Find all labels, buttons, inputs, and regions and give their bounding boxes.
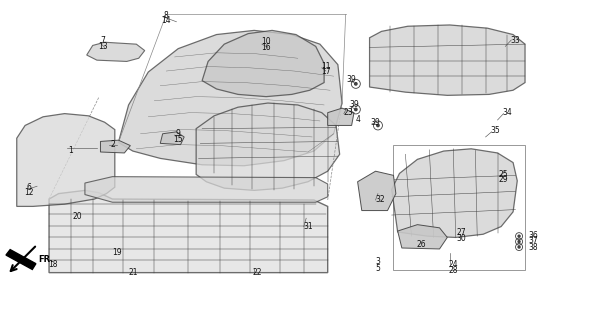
- Polygon shape: [328, 108, 354, 125]
- Circle shape: [355, 108, 357, 111]
- Polygon shape: [6, 250, 36, 269]
- Text: 13: 13: [98, 42, 108, 51]
- Polygon shape: [202, 30, 324, 97]
- Text: 17: 17: [321, 68, 331, 76]
- Polygon shape: [17, 114, 115, 206]
- Text: 36: 36: [529, 231, 538, 240]
- Text: 6: 6: [26, 183, 31, 192]
- Text: 20: 20: [73, 212, 83, 221]
- Text: 35: 35: [490, 126, 500, 135]
- Text: 32: 32: [375, 195, 385, 204]
- Text: 11: 11: [321, 62, 331, 71]
- Polygon shape: [160, 132, 184, 145]
- Circle shape: [377, 124, 379, 127]
- Polygon shape: [100, 140, 130, 153]
- Text: 8: 8: [164, 11, 169, 20]
- Text: 39: 39: [371, 118, 380, 127]
- Polygon shape: [49, 190, 328, 273]
- Text: 38: 38: [529, 243, 538, 252]
- Text: 4: 4: [355, 115, 360, 124]
- Polygon shape: [85, 177, 328, 202]
- Text: 22: 22: [252, 268, 262, 277]
- Text: 24: 24: [448, 260, 458, 269]
- Text: 27: 27: [457, 228, 466, 237]
- Text: 39: 39: [349, 100, 359, 109]
- Text: 23: 23: [343, 108, 353, 117]
- Text: 31: 31: [303, 222, 313, 231]
- Text: 14: 14: [161, 16, 171, 25]
- Circle shape: [518, 246, 520, 248]
- Polygon shape: [392, 149, 517, 237]
- Text: 10: 10: [261, 37, 271, 46]
- Text: 34: 34: [502, 108, 512, 117]
- Polygon shape: [370, 25, 525, 95]
- Text: 25: 25: [499, 170, 508, 179]
- Text: 26: 26: [417, 240, 426, 249]
- Text: 33: 33: [511, 36, 520, 45]
- Text: 39: 39: [347, 75, 356, 84]
- Text: 30: 30: [457, 234, 466, 243]
- Circle shape: [518, 241, 520, 243]
- Text: 7: 7: [100, 36, 105, 45]
- Polygon shape: [87, 42, 145, 61]
- Polygon shape: [118, 30, 342, 166]
- Text: 1: 1: [68, 146, 73, 155]
- Text: 28: 28: [448, 266, 458, 275]
- Text: FR.: FR.: [38, 255, 54, 264]
- Circle shape: [355, 83, 357, 85]
- Text: 9: 9: [176, 129, 181, 138]
- Polygon shape: [358, 171, 396, 211]
- Text: 29: 29: [499, 175, 508, 184]
- Text: 2: 2: [110, 140, 115, 149]
- Text: 15: 15: [173, 135, 183, 144]
- Text: 21: 21: [128, 268, 138, 277]
- Polygon shape: [196, 103, 340, 190]
- Text: 19: 19: [112, 248, 121, 257]
- Text: 37: 37: [529, 236, 538, 245]
- Circle shape: [518, 235, 520, 237]
- Text: 18: 18: [48, 260, 57, 269]
- Polygon shape: [398, 225, 447, 249]
- Text: 12: 12: [24, 188, 33, 197]
- Text: 16: 16: [261, 43, 271, 52]
- Text: 3: 3: [376, 257, 380, 266]
- Text: 5: 5: [376, 264, 380, 273]
